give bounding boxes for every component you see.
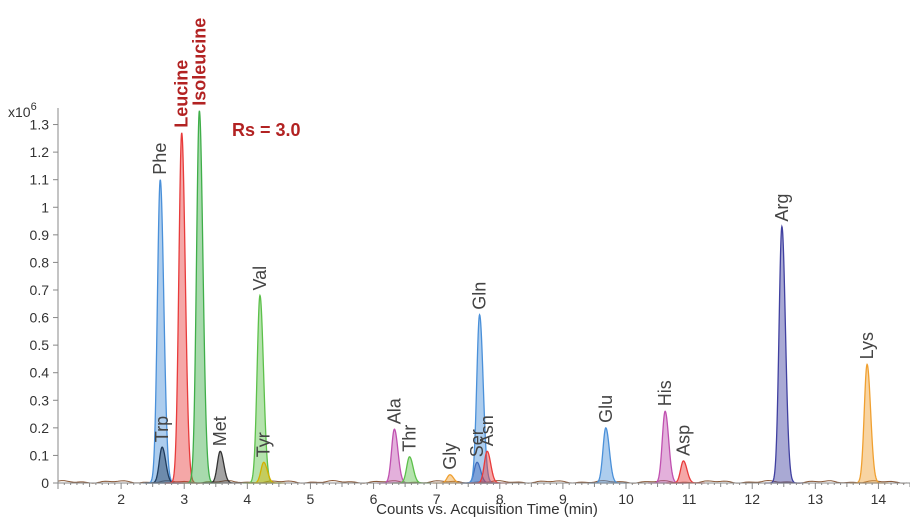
peak-label-met: Met (210, 416, 230, 446)
y-tick-label: 0.1 (30, 447, 50, 463)
x-tick-label: 3 (180, 491, 188, 507)
y-tick-label: 0.5 (30, 337, 50, 353)
peak-label-glu: Glu (596, 395, 616, 423)
y-axis-multiplier-exponent: 6 (31, 101, 37, 113)
peak-label-val: Val (250, 266, 270, 291)
x-tick-label: 11 (682, 491, 697, 507)
y-tick-label: 1 (41, 199, 49, 215)
peak-label-thr: Thr (400, 425, 420, 452)
y-tick-label: 0.9 (30, 227, 50, 243)
x-tick-label: 4 (243, 491, 251, 507)
y-tick-label: 1.3 (30, 117, 50, 133)
y-axis-multiplier: x106 (8, 101, 37, 120)
y-tick-label: 1.2 (30, 144, 50, 160)
peak-label-ser: Ser (467, 429, 487, 457)
y-tick-label: 0.3 (30, 392, 50, 408)
resolution-annotation: Rs = 3.0 (232, 120, 301, 140)
peak-label-isoleucine: Isoleucine (189, 18, 209, 106)
peak-label-asp: Asp (673, 425, 693, 456)
y-tick-label: 0.7 (30, 282, 50, 298)
peak-label-tyr: Tyr (254, 432, 274, 457)
y-tick-label: 0.8 (30, 254, 50, 270)
peak-label-gly: Gly (440, 443, 460, 470)
peak-label-gln: Gln (470, 282, 490, 310)
y-tick-label: 0.2 (30, 420, 50, 436)
peak-label-arg: Arg (772, 194, 792, 222)
peak-label-phe: Phe (150, 143, 170, 175)
x-axis-title: Counts vs. Acquisition Time (min) (376, 501, 598, 517)
axes: 0 0.1 0.2 0.3 0.4 0.5 0.6 0.7 0.8 0.9 1 1.1 1.2 1.3 2 3… (30, 108, 910, 507)
x-tick-label: 13 (808, 491, 824, 507)
x-tick-label: 2 (117, 491, 125, 507)
x-tick-label: 6 (370, 491, 378, 507)
peak-lys (850, 363, 889, 484)
x-tick-label: 8 (496, 491, 504, 507)
y-axis-multiplier-base: x10 (8, 104, 31, 120)
peak-gly (432, 474, 472, 484)
y-tick-label: 0.4 (30, 365, 50, 381)
peak-arg (764, 224, 804, 484)
peak-label-asn: Asn (477, 415, 497, 446)
x-tick-label: 10 (618, 491, 634, 507)
peak-label-his: His (655, 380, 675, 406)
x-tick-label: 5 (307, 491, 315, 507)
y-tick-label: 0 (41, 475, 49, 491)
y-tick-label: 1.1 (30, 172, 50, 188)
x-tick-label: 14 (871, 491, 887, 507)
peak-label-ala: Ala (384, 397, 404, 424)
peak-label-trp: Trp (152, 416, 172, 442)
peak-label-leucine: Leucine (172, 60, 192, 128)
peak-glu (588, 427, 628, 484)
y-tick-label: 0.6 (30, 310, 50, 326)
x-tick-label: 12 (744, 491, 760, 507)
x-tick-label: 7 (433, 491, 441, 507)
x-tick-label: 9 (559, 491, 567, 507)
peak-label-lys: Lys (857, 332, 877, 359)
